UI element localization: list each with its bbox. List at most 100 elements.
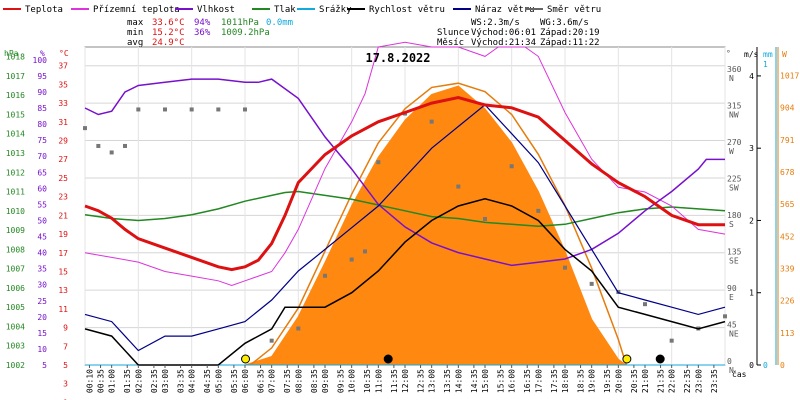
stat-value: 1009.2hPa [221, 28, 270, 38]
wind-tick: 4 [749, 72, 754, 81]
wind-tick: 2 [749, 216, 754, 225]
wind-direction-point [429, 119, 434, 124]
time-tick: 02:00 [134, 369, 143, 393]
radiation-axis-title: W [782, 50, 787, 59]
pressure-tick: 1013 [6, 149, 25, 158]
temperature-tick: 7 [63, 342, 68, 351]
time-axis-title: čas [732, 369, 747, 379]
humidity-tick: 15 [37, 329, 47, 338]
temperature-tick: 13 [58, 286, 68, 295]
rain-tick: 0 [763, 361, 768, 370]
time-tick: 04:35 [203, 369, 212, 393]
time-tick: 19:35 [603, 369, 612, 393]
legend-label: Teplota [25, 5, 63, 15]
humidity-tick: 45 [37, 233, 47, 242]
stats-panel: max 33.6°C 94% 1011hPa 0.0mm min 15.2°C 36% 1009… [127, 18, 600, 48]
moonset-marker [383, 354, 393, 364]
stat-value: avg [127, 38, 143, 48]
temperature-tick: 29 [58, 137, 68, 146]
legend-label: Vlhkost [197, 5, 235, 15]
time-tick: 18:00 [561, 369, 570, 393]
time-tick: 13:35 [443, 369, 452, 393]
time-tick: 10:35 [363, 369, 372, 393]
time-tick: 09:00 [321, 369, 330, 393]
time-tick: 00:35 [97, 369, 106, 393]
direction-tick: 270 [727, 138, 742, 147]
stat-value: min [127, 28, 143, 38]
stat-value: 15.2°C [152, 28, 185, 38]
wind-direction-point [563, 265, 567, 270]
wind-tick: 0 [749, 361, 754, 370]
time-tick: 11:00 [374, 369, 383, 393]
wind-direction-point [669, 338, 674, 343]
direction-label: SE [729, 256, 739, 265]
direction-label: E [729, 293, 734, 302]
wind-axis-title: m/s [744, 50, 759, 59]
time-tick: 08:35 [310, 369, 319, 393]
time-tick: 01:35 [123, 369, 132, 393]
pressure-line [84, 190, 726, 227]
time-tick: 16:35 [523, 369, 532, 393]
time-tick: 09:35 [337, 369, 346, 393]
direction-label: SW [729, 183, 739, 192]
time-tick: 04:00 [188, 369, 197, 393]
time-tick: 19:00 [588, 369, 597, 393]
time-tick: 10:00 [348, 369, 357, 393]
pressure-tick: 1004 [6, 322, 25, 331]
time-tick: 00:10 [85, 369, 94, 393]
moon-label: Měsíc [437, 38, 464, 48]
temperature-tick: 25 [58, 174, 68, 183]
direction-tick: 45 [727, 320, 737, 329]
time-tick: 11:35 [390, 369, 399, 393]
wind-speed-line [84, 198, 726, 366]
sun-set: Západ:20:19 [540, 28, 600, 38]
temperature-tick: 33 [58, 99, 68, 108]
wind-direction-point [243, 107, 247, 112]
temperature-tick: 17 [58, 249, 68, 258]
temperature-tick: 1 [63, 398, 68, 400]
wind-direction-point [536, 208, 541, 213]
radiation-tick: 1017 [780, 71, 799, 80]
time-tick: 20:00 [614, 369, 623, 393]
stat-value: 0.0mm [266, 18, 293, 28]
pressure-tick: 1010 [6, 207, 25, 216]
pressure-tick: 1008 [6, 245, 25, 254]
time-tick: 08:00 [294, 369, 303, 393]
time-tick: 22:00 [668, 369, 677, 393]
wind-direction-point [376, 160, 381, 165]
temperature-tick: 35 [58, 80, 68, 89]
humidity-tick: 80 [37, 120, 47, 129]
wind-direction-point [323, 273, 327, 278]
temperature-tick: 9 [63, 324, 68, 333]
wind-direction-point [216, 107, 221, 112]
rain-axis-title: mm [763, 50, 773, 59]
temperature-tick: 11 [58, 305, 68, 314]
direction-label: N [729, 74, 734, 83]
humidity-tick: 50 [37, 216, 47, 225]
direction-tick: 315 [727, 101, 742, 110]
axes: 1002100310041005100610071008100910101011… [4, 47, 799, 400]
temperature-tick: 5 [63, 361, 68, 370]
legend-label: Náraz větru [475, 5, 535, 15]
direction-tick: 360 [727, 65, 742, 74]
time-tick: 21:35 [657, 369, 666, 393]
time-tick: 20:35 [630, 369, 639, 393]
time-tick: 07:35 [283, 369, 292, 393]
temperature-tick: 21 [58, 211, 68, 220]
direction-tick: 135 [727, 247, 742, 256]
wind-direction-point [643, 302, 647, 307]
pressure-tick: 1018 [6, 53, 25, 62]
humidity-tick: 60 [37, 184, 47, 193]
radiation-tick: 226 [780, 297, 795, 306]
moon-set: Západ:11:22 [540, 38, 600, 48]
humidity-tick: 85 [37, 104, 47, 113]
humidity-tick: 95 [37, 72, 47, 81]
humidity-tick: 5 [42, 361, 47, 370]
time-tick: 22:35 [683, 369, 692, 393]
pressure-tick: 1009 [6, 226, 25, 235]
wind-gust: WG:3.6m/s [540, 18, 589, 28]
wind-direction-point [296, 326, 301, 331]
wind-direction-point [83, 126, 87, 131]
time-tick: 14:00 [454, 369, 463, 393]
